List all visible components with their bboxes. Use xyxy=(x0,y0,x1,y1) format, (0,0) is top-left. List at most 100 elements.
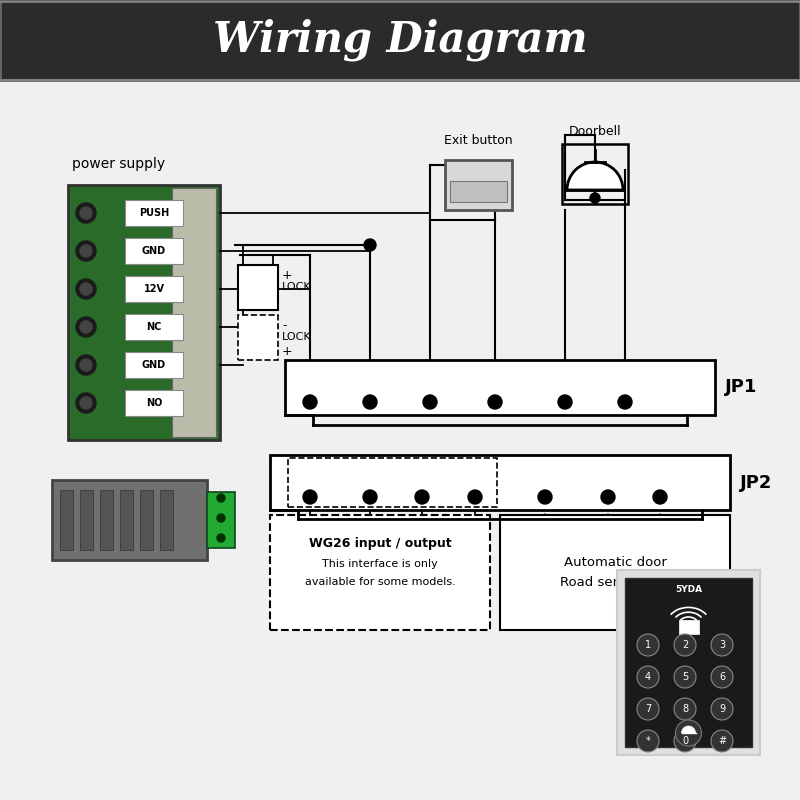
Wedge shape xyxy=(567,162,623,190)
Bar xyxy=(125,276,183,302)
Circle shape xyxy=(637,634,659,656)
Bar xyxy=(445,160,512,210)
Circle shape xyxy=(674,698,696,720)
Text: Wiring Diagram: Wiring Diagram xyxy=(213,18,587,62)
Circle shape xyxy=(637,730,659,752)
Bar xyxy=(238,315,278,360)
Text: NO: NO xyxy=(650,460,670,470)
Bar xyxy=(678,620,698,634)
Bar xyxy=(52,480,207,560)
Bar xyxy=(68,185,220,440)
Text: PUSH: PUSH xyxy=(139,208,169,218)
Text: available for some models.: available for some models. xyxy=(305,577,455,587)
Text: D0: D0 xyxy=(414,460,430,470)
Text: 0: 0 xyxy=(682,736,688,746)
Circle shape xyxy=(303,490,317,504)
Bar xyxy=(207,492,235,548)
Text: 1: 1 xyxy=(645,640,651,650)
Text: 4: 4 xyxy=(645,672,651,682)
Text: +: + xyxy=(282,345,293,358)
Circle shape xyxy=(80,321,92,333)
Bar xyxy=(288,458,497,507)
Text: OPEN: OPEN xyxy=(478,366,512,376)
Text: GND: GND xyxy=(356,460,384,470)
Circle shape xyxy=(217,494,225,502)
Circle shape xyxy=(488,395,502,409)
Bar xyxy=(172,188,216,437)
Text: BEL -: BEL - xyxy=(610,366,641,376)
Text: D1: D1 xyxy=(466,460,483,470)
Text: 5: 5 xyxy=(682,672,688,682)
Text: LOCK: LOCK xyxy=(282,333,312,342)
Circle shape xyxy=(711,698,733,720)
Text: 7: 7 xyxy=(645,704,651,714)
Text: LOCK: LOCK xyxy=(282,282,312,293)
Text: -: - xyxy=(282,319,286,332)
Bar xyxy=(270,455,730,510)
Circle shape xyxy=(711,730,733,752)
Circle shape xyxy=(363,395,377,409)
Text: WG26 input / output: WG26 input / output xyxy=(309,537,451,550)
Bar xyxy=(140,490,153,550)
Text: This interface is only: This interface is only xyxy=(322,559,438,569)
Text: NO: NO xyxy=(146,398,162,408)
Circle shape xyxy=(653,490,667,504)
Text: #: # xyxy=(718,736,726,746)
Text: COM: COM xyxy=(594,460,622,470)
Circle shape xyxy=(76,203,96,223)
Circle shape xyxy=(415,490,429,504)
Bar xyxy=(125,352,183,378)
Circle shape xyxy=(303,395,317,409)
Circle shape xyxy=(711,666,733,688)
Text: PUSH: PUSH xyxy=(413,366,447,376)
Text: *: * xyxy=(646,736,650,746)
Wedge shape xyxy=(682,726,695,733)
Circle shape xyxy=(674,730,696,752)
Text: BEL +: BEL + xyxy=(547,366,583,376)
Circle shape xyxy=(217,534,225,542)
Bar xyxy=(80,490,93,550)
Bar xyxy=(450,181,507,202)
Circle shape xyxy=(538,490,552,504)
Text: Automatic door: Automatic door xyxy=(563,556,666,569)
Text: Exit button: Exit button xyxy=(444,134,513,147)
Circle shape xyxy=(80,283,92,295)
Circle shape xyxy=(637,666,659,688)
Bar xyxy=(500,515,730,630)
Text: 5YDA: 5YDA xyxy=(675,586,702,594)
Circle shape xyxy=(80,207,92,219)
Circle shape xyxy=(590,193,600,203)
Circle shape xyxy=(80,359,92,371)
Text: GND: GND xyxy=(356,366,384,376)
Text: 3: 3 xyxy=(719,640,725,650)
Bar xyxy=(60,490,73,550)
Text: GND: GND xyxy=(142,246,166,256)
Circle shape xyxy=(711,634,733,656)
Circle shape xyxy=(76,279,96,299)
Text: 8: 8 xyxy=(682,704,688,714)
Text: NC: NC xyxy=(536,460,554,470)
Circle shape xyxy=(637,698,659,720)
Text: NC: NC xyxy=(146,322,162,332)
Bar xyxy=(125,200,183,226)
Text: 6: 6 xyxy=(719,672,725,682)
Text: 12V: 12V xyxy=(298,366,322,376)
Circle shape xyxy=(675,720,702,746)
Text: 12V: 12V xyxy=(143,284,165,294)
Circle shape xyxy=(76,355,96,375)
Circle shape xyxy=(601,490,615,504)
Circle shape xyxy=(674,634,696,656)
Bar xyxy=(160,490,173,550)
Circle shape xyxy=(80,245,92,257)
Bar xyxy=(617,570,760,755)
Circle shape xyxy=(423,395,437,409)
Circle shape xyxy=(76,317,96,337)
Circle shape xyxy=(80,397,92,409)
Bar xyxy=(100,490,113,550)
Circle shape xyxy=(76,393,96,413)
Bar xyxy=(0,0,800,80)
Bar xyxy=(125,238,183,264)
Circle shape xyxy=(468,490,482,504)
Circle shape xyxy=(674,666,696,688)
Bar xyxy=(120,490,133,550)
